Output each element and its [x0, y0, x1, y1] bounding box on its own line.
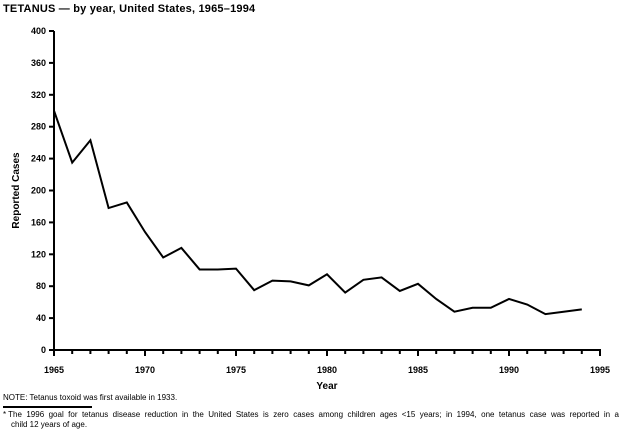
y-tick-label: 400	[31, 26, 46, 36]
y-tick-label: 80	[36, 281, 46, 291]
footnote-goal-text: The 1996 goal for tetanus disease reduct…	[8, 410, 619, 419]
footnote-divider	[3, 406, 92, 408]
y-tick-label: 120	[31, 249, 46, 259]
x-axis-ticks: 1965 1970 1975 1980 1985 1990 1995	[44, 350, 610, 375]
y-axis-ticks: 0 40 80 120 160 200 240 280 320 360 400	[31, 26, 54, 355]
footnote-line-1: * The 1996 goal for tetanus disease reduc…	[3, 410, 619, 420]
x-tick-label: 1990	[499, 365, 519, 375]
y-tick-label: 320	[31, 90, 46, 100]
x-tick-label: 1970	[135, 365, 155, 375]
footnote-marker: *	[3, 410, 7, 419]
y-tick-label: 240	[31, 154, 46, 164]
y-tick-label: 280	[31, 122, 46, 132]
footnote-text: * The 1996 goal for tetanus disease reduc…	[3, 410, 619, 429]
x-tick-label: 1975	[226, 365, 246, 375]
x-axis-title: Year	[316, 381, 337, 392]
x-tick-label: 1985	[408, 365, 428, 375]
x-tick-label: 1965	[44, 365, 64, 375]
y-tick-label: 160	[31, 217, 46, 227]
tetanus-series-line	[53, 110, 582, 316]
y-tick-label: 40	[36, 313, 46, 323]
footnote-line-2: child 12 years of age.	[11, 419, 88, 429]
x-tick-label: 1980	[317, 365, 337, 375]
chart-title: TETANUS — by year, United States, 1965–1…	[3, 3, 256, 15]
x-tick-label: 1995	[590, 365, 610, 375]
y-tick-label: 200	[31, 186, 46, 196]
y-tick-label: 360	[31, 58, 46, 68]
y-axis-title: Reported Cases	[11, 152, 22, 229]
note-text: NOTE: Tetanus toxoid was first available…	[3, 393, 178, 402]
y-tick-label: 0	[41, 345, 46, 355]
